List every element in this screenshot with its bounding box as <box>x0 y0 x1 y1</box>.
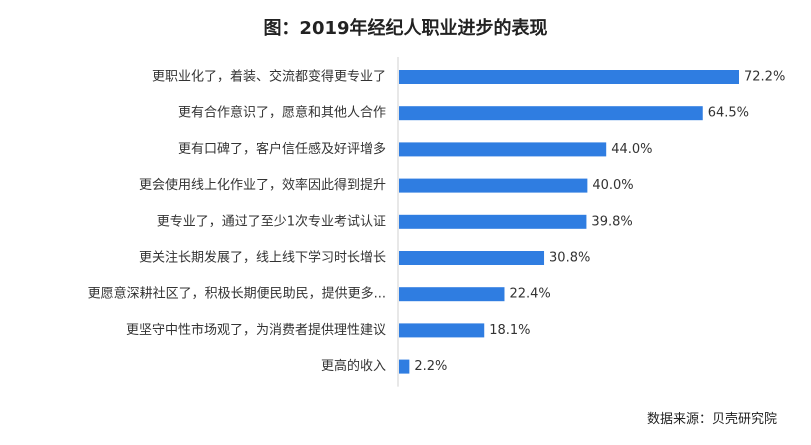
source-note: 数据来源：贝壳研究院 <box>646 412 777 427</box>
bar <box>399 323 485 338</box>
bar <box>399 142 607 157</box>
value-label: 2.2% <box>414 359 447 374</box>
bar <box>399 251 545 265</box>
value-label: 30.8% <box>549 251 590 266</box>
bar <box>399 106 703 121</box>
category-label: 更专业了，通过了至少1次专业考试认证 <box>157 213 386 229</box>
bar <box>399 178 588 193</box>
value-label: 39.8% <box>591 214 632 229</box>
category-label: 更职业化了，着装、交流都变得更专业了 <box>152 69 386 85</box>
value-label: 18.1% <box>489 323 530 338</box>
category-label: 更有口碑了，客户信任感及好评增多 <box>178 141 386 157</box>
bar <box>399 359 410 374</box>
value-label: 72.2% <box>744 70 785 85</box>
bar <box>399 70 739 84</box>
value-label: 44.0% <box>611 142 652 157</box>
bar <box>399 287 505 302</box>
chart-title: 图：2019年经纪人职业进步的表现 <box>263 18 548 39</box>
value-label: 40.0% <box>592 178 633 193</box>
category-label: 更会使用线上化作业了，效率因此得到提升 <box>139 177 386 193</box>
category-label: 更坚守中性市场观了，为消费者提供理性建议 <box>126 322 386 338</box>
category-label: 更关注长期发展了，线上线下学习时长增长 <box>139 250 386 266</box>
category-label: 更高的收入 <box>321 358 386 374</box>
category-label: 更有合作意识了，愿意和其他人合作 <box>178 105 386 121</box>
category-label: 更愿意深耕社区了，积极长期便民助民，提供更多... <box>88 286 386 302</box>
bar <box>399 214 587 229</box>
value-label: 22.4% <box>509 287 550 302</box>
value-label: 64.5% <box>708 106 749 121</box>
